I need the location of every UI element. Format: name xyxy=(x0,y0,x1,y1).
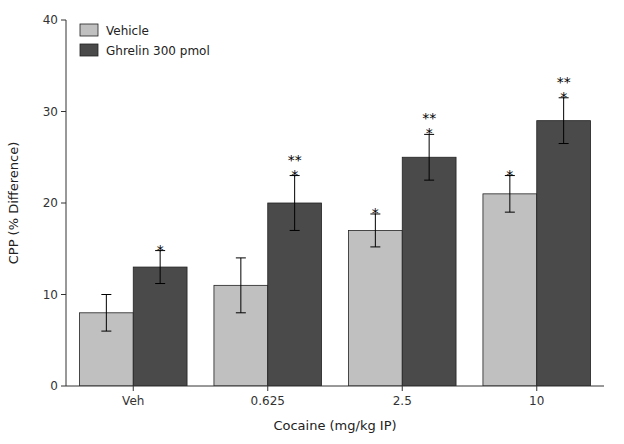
bar xyxy=(402,157,456,386)
annotation: * xyxy=(506,167,513,183)
y-tick-label: 0 xyxy=(50,379,58,393)
x-tick-label: 0.625 xyxy=(251,394,285,408)
annotation: * xyxy=(157,242,164,258)
annotation: ** xyxy=(557,74,571,90)
legend-swatch xyxy=(80,24,98,36)
x-axis-label: Cocaine (mg/kg IP) xyxy=(273,418,396,433)
x-tick xyxy=(402,386,403,391)
legend-label: Ghrelin 300 pmol xyxy=(106,44,210,58)
x-tick-label: Veh xyxy=(122,394,144,408)
y-tick xyxy=(61,20,66,21)
x-tick-label: 2.5 xyxy=(393,394,412,408)
error-bar xyxy=(290,176,300,231)
x-tick-label: 10 xyxy=(529,394,544,408)
bar xyxy=(348,230,402,386)
legend-label: Vehicle xyxy=(106,24,149,38)
annotation: ** xyxy=(422,110,436,126)
x-tick xyxy=(536,386,537,391)
error-bar xyxy=(236,258,246,313)
x-tick xyxy=(267,386,268,391)
x-axis xyxy=(66,386,604,387)
y-tick xyxy=(61,294,66,295)
annotation: * xyxy=(372,205,379,221)
y-tick-label: 20 xyxy=(43,196,58,210)
annotation: * xyxy=(291,167,298,183)
annotation: * xyxy=(426,125,433,141)
y-tick-label: 40 xyxy=(43,13,58,27)
bars xyxy=(79,98,590,386)
y-tick-label: 10 xyxy=(43,288,58,302)
error-bar xyxy=(101,295,111,332)
y-axis xyxy=(66,20,67,386)
y-tick xyxy=(61,203,66,204)
annotation: * xyxy=(560,89,567,105)
bar xyxy=(133,267,187,386)
y-tick xyxy=(61,386,66,387)
chart: 010203040Veh0.6252.510************Cocain… xyxy=(0,0,624,444)
legend: Vehicle Ghrelin 300 pmol xyxy=(80,24,210,58)
y-tick xyxy=(61,111,66,112)
legend-swatch xyxy=(80,44,98,56)
y-tick-label: 30 xyxy=(43,105,58,119)
y-axis-label: CPP (% Difference) xyxy=(6,142,21,265)
bar xyxy=(483,194,537,386)
annotation: ** xyxy=(288,152,302,168)
bar xyxy=(537,121,591,386)
x-tick xyxy=(133,386,134,391)
